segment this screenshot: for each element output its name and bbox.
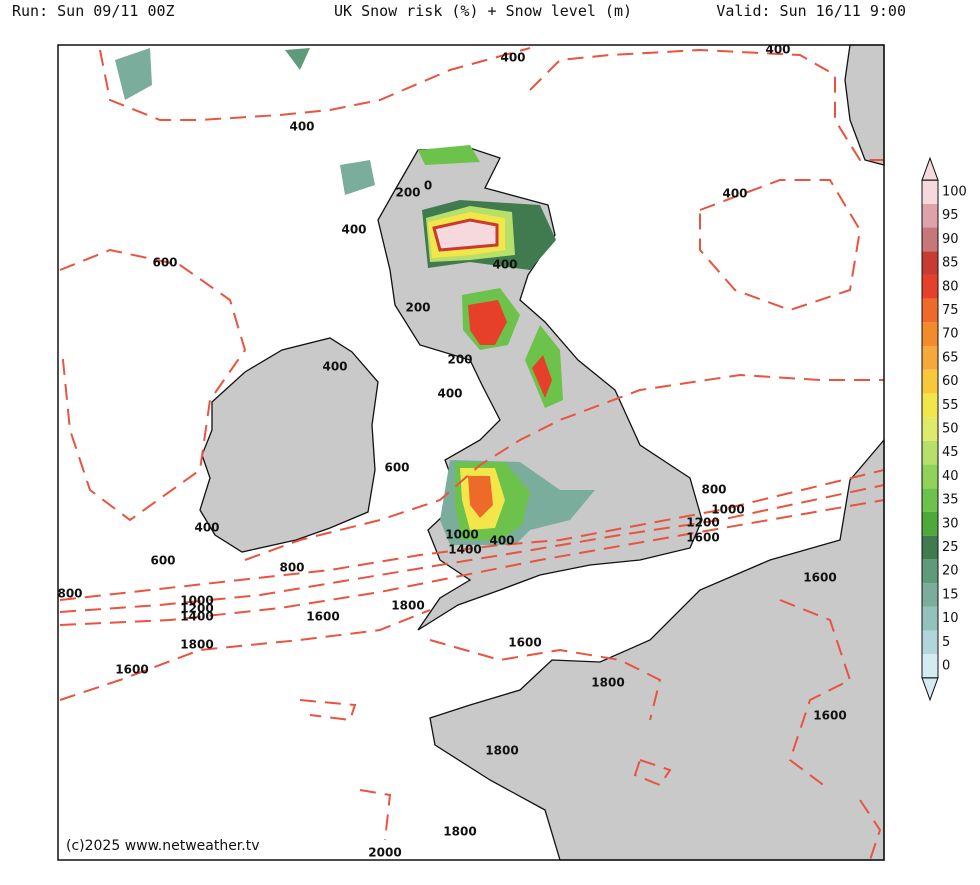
contour-label: 1600 — [686, 531, 719, 545]
contour-label: 1800 — [180, 638, 213, 652]
contour-label: 200 — [405, 301, 430, 315]
colorbar-label: 45 — [942, 445, 959, 460]
colorbar-frame — [921, 179, 939, 679]
contour-label: 0 — [424, 179, 432, 193]
colorbar-cell — [922, 346, 938, 370]
continent — [429, 438, 885, 861]
contour-label: 200 — [395, 186, 420, 200]
colorbar-bottom-arrow — [921, 677, 939, 702]
contour-label: 1200 — [686, 516, 719, 530]
colorbar-cell — [922, 464, 938, 489]
colorbar-cell — [922, 227, 938, 252]
ireland — [199, 337, 379, 553]
colorbar-label: 0 — [942, 659, 950, 674]
contour-label: 400 — [322, 360, 347, 374]
contour-label: 400 — [341, 223, 366, 237]
contour-label: 2000 — [368, 846, 401, 860]
colorbar-cell — [922, 274, 938, 299]
contour-label: 1400 — [180, 610, 213, 624]
colorbar-label: 80 — [942, 279, 959, 294]
copyright: (c)2025 www.netweather.tv — [66, 838, 260, 854]
contour-label: 400 — [489, 534, 514, 548]
colorbar-cell — [922, 203, 938, 228]
contour-label: 400 — [492, 258, 517, 272]
colorbar-cell — [922, 654, 938, 678]
contour-label: 1800 — [391, 599, 424, 613]
contour-label: 200 — [447, 353, 472, 367]
colorbar-label: 75 — [942, 303, 959, 318]
contour-label: 400 — [765, 43, 790, 57]
contour-label: 600 — [150, 554, 175, 568]
colorbar-cell — [922, 606, 938, 631]
colorbar-label: 40 — [942, 469, 959, 484]
colorbar-cell — [922, 322, 938, 347]
contour-label: 1800 — [485, 744, 518, 758]
colorbar-label: 30 — [942, 516, 959, 531]
colorbar-label: 25 — [942, 540, 959, 555]
contour-label: 1600 — [813, 709, 846, 723]
contour-label: 1000 — [711, 503, 744, 517]
contour-label: 1800 — [443, 825, 476, 839]
colorbar-cell — [922, 488, 938, 512]
contour-label: 1600 — [508, 636, 541, 650]
contour-label: 600 — [152, 256, 177, 270]
contour-label: 800 — [279, 561, 304, 575]
colorbar-label: 65 — [942, 350, 959, 365]
contour-label: 1200 — [180, 602, 213, 616]
run-label: Run: Sun 09/11 00Z — [12, 2, 175, 20]
colorbar-cell — [922, 180, 938, 204]
colorbar-label: 5 — [942, 635, 950, 650]
colorbar-label: 70 — [942, 327, 959, 342]
contour-label: 400 — [722, 187, 747, 201]
colorbar-cell — [922, 298, 938, 323]
map-frame — [57, 44, 885, 861]
contour-label: 400 — [500, 51, 525, 65]
contour-label: 1600 — [115, 663, 148, 677]
colorbar-label: 90 — [942, 232, 959, 247]
contour-label: 800 — [57, 587, 82, 601]
colorbar-label: 60 — [942, 374, 959, 389]
colorbar-top-arrow — [921, 156, 939, 181]
colorbar-cell — [922, 417, 938, 441]
colorbar-cell — [922, 440, 938, 465]
colorbar-label: 50 — [942, 422, 959, 437]
colorbar-label: 15 — [942, 587, 959, 602]
colorbar-cell — [922, 583, 938, 607]
valid-label: Valid: Sun 16/11 9:00 — [716, 2, 906, 20]
colorbar-label: 55 — [942, 398, 959, 413]
colorbar-label: 35 — [942, 493, 959, 508]
colorbar-cell — [922, 630, 938, 655]
contour-label: 1000 — [445, 528, 478, 542]
contour-label: 600 — [384, 461, 409, 475]
contour-label: 1000 — [180, 594, 213, 608]
colorbar-label: 20 — [942, 564, 959, 579]
colorbar-label: 10 — [942, 611, 959, 626]
colorbar-cell — [922, 393, 938, 418]
contour-label: 1400 — [448, 543, 481, 557]
contour-label: 400 — [289, 120, 314, 134]
contour-label: 1600 — [306, 610, 339, 624]
colorbar-label: 85 — [942, 256, 959, 271]
colorbar-cell — [922, 511, 938, 536]
colorbar-label: 95 — [942, 208, 959, 223]
contour-label: 400 — [437, 387, 462, 401]
colorbar-cell — [922, 369, 938, 394]
colorbar-cell — [922, 251, 938, 275]
colorbar-label: 100 — [942, 185, 967, 200]
colorbar-cell — [922, 535, 938, 560]
map-title: UK Snow risk (%) + Snow level (m) — [334, 2, 632, 20]
colorbar-cell — [922, 559, 938, 584]
contour-label: 1600 — [803, 571, 836, 585]
colorbar: 0 5 10 15 20 25 30 35 40 45 50 55 60 65 70 75 80 85 90 95 10… — [921, 156, 967, 702]
contour-label: 1800 — [591, 676, 624, 690]
contour-label: 400 — [194, 521, 219, 535]
map-area — [57, 44, 885, 861]
contour-label: 800 — [701, 483, 726, 497]
